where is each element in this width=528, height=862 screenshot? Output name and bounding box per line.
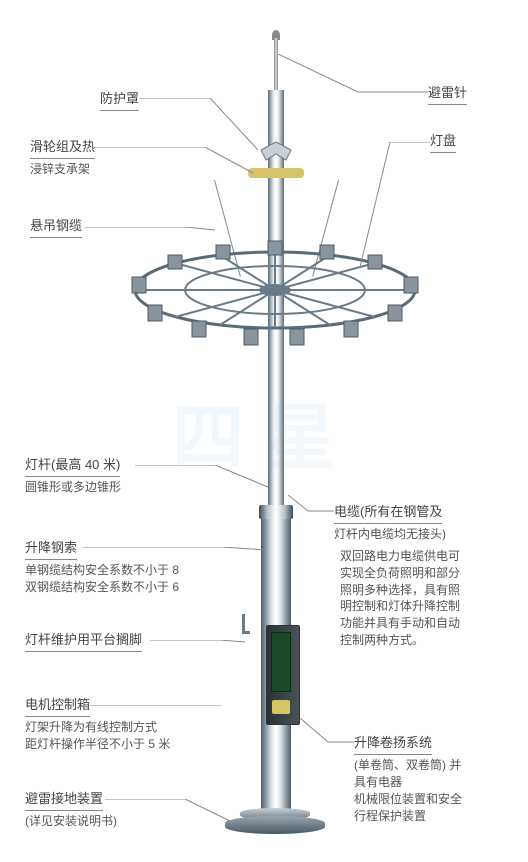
label-platform: 灯杆维护用平台搁脚	[25, 631, 142, 654]
label-steel-rope: 升降钢索 单钢缆结构安全系数不小于 8 双钢缆结构安全系数不小于 6	[25, 539, 179, 596]
pulley-accent	[248, 168, 304, 178]
pointer-lightning-rod	[278, 54, 438, 98]
base	[225, 816, 325, 834]
label-winch-d3: 机械限位装置和安全	[354, 791, 462, 808]
label-lightning-rod-text: 避雷针	[428, 84, 467, 105]
label-dc-6: 控制两种方式。	[340, 632, 460, 649]
label-cover: 防护罩	[100, 90, 139, 113]
control-panel	[266, 625, 300, 725]
watermark: 四星	[172, 379, 356, 484]
label-pole-spec-desc: 圆锥形或多边锥形	[25, 479, 121, 496]
label-grounding-title: 避雷接地装置	[25, 790, 103, 811]
label-motor-box: 电机控制箱 灯架升降为有线控制方式 距灯杆操作半径不小于 5 米	[25, 696, 170, 753]
pointer-pulley	[95, 147, 265, 177]
label-cable-hang-text: 悬吊钢缆	[30, 217, 82, 238]
pointer-grounding	[105, 799, 235, 829]
label-winch: 升降卷扬系统 (单卷筒、双卷筒) 并 具有电器 机械限位装置和安全 行程保护装置	[354, 734, 462, 824]
label-dc-4: 明控制和灯体升降控制	[340, 598, 460, 615]
label-cable-spec: 电缆(所有在钢管及 灯杆内电缆均无接头)	[334, 503, 446, 543]
pointer-pole-spec	[135, 465, 275, 495]
label-cable-spec-desc: 灯杆内电缆均无接头)	[334, 526, 446, 543]
label-dc-5: 功能并具有手动和自动	[340, 615, 460, 632]
label-pulley: 滑轮组及热 浸锌支承架	[30, 138, 95, 178]
label-lightning-rod: 避雷针	[428, 84, 467, 107]
label-cable-spec-title: 电缆(所有在钢管及	[334, 503, 442, 524]
label-lamp-disc-text: 灯盘	[430, 132, 456, 153]
diagram-container: 四星	[0, 0, 528, 862]
label-motor-box-d2: 距灯杆操作半径不小于 5 米	[25, 736, 170, 753]
label-steel-rope-d2: 双钢缆结构安全系数不小于 6	[25, 579, 179, 596]
label-pulley-title: 滑轮组及热	[30, 138, 95, 159]
protective-cover	[256, 140, 296, 168]
label-winch-d1: (单卷筒、双卷筒) 并	[354, 757, 462, 774]
control-panel-button	[272, 700, 290, 714]
control-panel-board	[271, 632, 291, 692]
label-motor-box-title: 电机控制箱	[25, 696, 90, 717]
pointer-cable-spec	[288, 495, 338, 515]
label-dual-circuit: 双回路电力电缆供电可 实现全负荷照明和部分 照明多种选择，具有照 明控制和灯体升…	[340, 548, 460, 649]
label-dc-2: 实现全负荷照明和部分	[340, 565, 460, 582]
lamp-disc	[120, 235, 430, 365]
label-platform-text: 灯杆维护用平台搁脚	[25, 631, 142, 652]
label-pulley-desc: 浸锌支承架	[30, 161, 95, 178]
label-winch-d4: 行程保护装置	[354, 808, 462, 825]
label-steel-rope-d1: 单钢缆结构安全系数不小于 8	[25, 562, 179, 579]
pointer-cover	[140, 98, 270, 158]
label-pole-spec-title: 灯杆(最高 40 米)	[25, 456, 120, 477]
platform-bracket	[242, 614, 250, 634]
label-dc-1: 双回路电力电缆供电可	[340, 548, 460, 565]
lightning-rod	[274, 38, 278, 98]
pointer-platform	[150, 640, 250, 650]
label-grounding: 避雷接地装置 (详见安装说明书)	[25, 790, 117, 830]
label-motor-box-d1: 灯架升降为有线控制方式	[25, 719, 170, 736]
pointer-winch	[300, 718, 358, 746]
label-dc-3: 照明多种选择，具有照	[340, 582, 460, 599]
label-steel-rope-title: 升降钢索	[25, 539, 77, 560]
pole-joint	[259, 505, 293, 519]
label-winch-title: 升降卷扬系统	[354, 734, 432, 755]
label-lamp-disc: 灯盘	[430, 132, 456, 155]
label-cable-hang: 悬吊钢缆	[30, 217, 82, 240]
label-grounding-desc: (详见安装说明书)	[25, 813, 117, 830]
label-pole-spec: 灯杆(最高 40 米) 圆锥形或多边锥形	[25, 456, 121, 496]
label-winch-d2: 具有电器	[354, 774, 462, 791]
label-cover-text: 防护罩	[100, 90, 139, 111]
